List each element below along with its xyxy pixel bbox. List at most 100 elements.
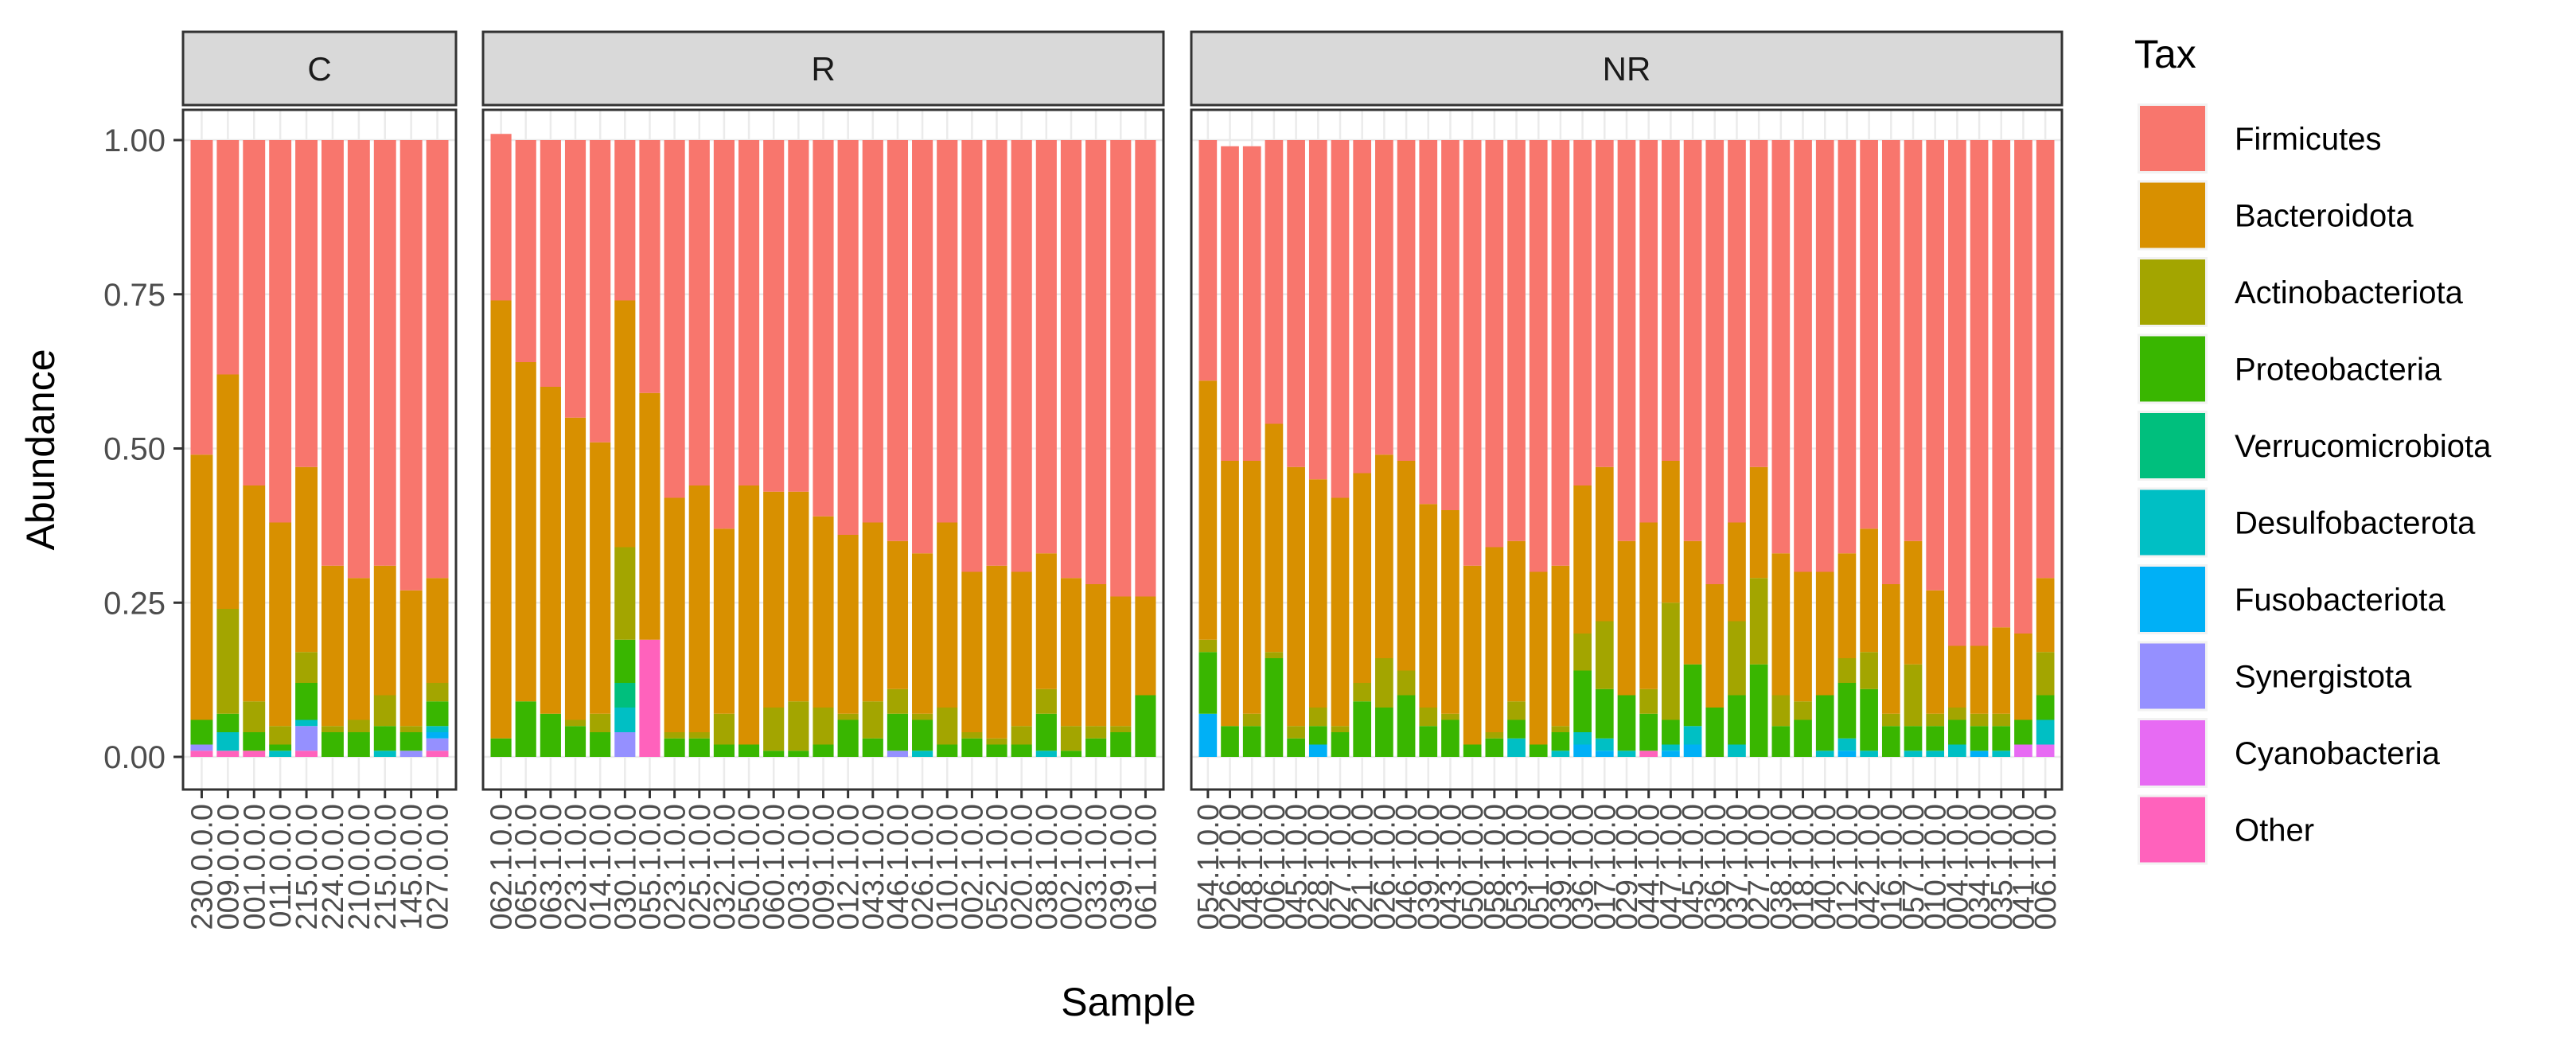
bar-segment-firmicutes <box>1035 140 1057 554</box>
x-tick-label: 063.1.0.0 <box>535 804 568 930</box>
bar-segment-proteobacteria <box>1662 719 1680 745</box>
bar-segment-proteobacteria <box>1375 708 1393 757</box>
bar-segment-bacteroidota <box>1397 461 1416 671</box>
x-tick-label: 215.0.0.0 <box>290 804 324 930</box>
bar-segment-firmicutes <box>1135 140 1156 597</box>
bar-segment-actinobacteriota <box>590 713 611 732</box>
bar-segment-bacteroidota <box>2014 634 2032 720</box>
x-tick-label: 053.1.0.0 <box>1501 804 1534 930</box>
bar-segment-desulfobacterota <box>295 719 318 727</box>
bar-segment-firmicutes <box>1728 140 1746 523</box>
bar-segment-bacteroidota <box>1728 522 1746 622</box>
bar-segment-actinobacteriota <box>243 701 266 732</box>
bar-segment-actinobacteriota <box>1419 708 1438 727</box>
bar-segment-bacteroidota <box>614 300 636 548</box>
bar-segment-desulfobacterota <box>912 751 933 757</box>
bar-segment-actinobacteriota <box>1441 713 1459 720</box>
bar-segment-firmicutes <box>1463 140 1482 566</box>
bar-segment-firmicutes <box>664 140 685 498</box>
x-tick-label: 006.1.0.0 <box>1258 804 1292 930</box>
bar-segment-proteobacteria <box>912 719 933 751</box>
x-tick-label: 065.1.0.0 <box>510 804 544 930</box>
x-tick-label: 020.1.0.0 <box>1006 804 1039 930</box>
bar-segment-firmicutes <box>1441 140 1459 510</box>
bar-segment-bacteroidota <box>1375 454 1393 658</box>
bar-segment-bacteroidota <box>887 540 909 689</box>
bar-segment-firmicutes <box>837 140 859 535</box>
bar-segment-bacteroidota <box>961 571 983 732</box>
bar-segment-actinobacteriota <box>1992 713 2011 727</box>
bar-segment-firmicutes <box>1242 146 1261 461</box>
legend-label: Firmicutes <box>2235 122 2381 157</box>
bar-segment-proteobacteria <box>1904 726 1923 751</box>
bar-segment-firmicutes <box>1085 140 1107 584</box>
bar-segment-firmicutes <box>2014 140 2032 634</box>
bar-segment-bacteroidota <box>1551 565 1570 727</box>
legend-title: Tax <box>2134 32 2196 76</box>
x-tick-label: 045.1.0.0 <box>1677 804 1710 930</box>
bar-segment-proteobacteria <box>1011 744 1032 757</box>
bar-segment-firmicutes <box>322 140 344 566</box>
x-tick-label: 027.1.0.0 <box>1324 804 1358 930</box>
bar-segment-bacteroidota <box>190 454 213 720</box>
legend-label: Proteobacteria <box>2235 353 2442 388</box>
x-tick-label: 050.1.0.0 <box>1456 804 1490 930</box>
bar-segment-actinobacteriota <box>1110 726 1132 732</box>
x-tick-label: 026.1.0.0 <box>1214 804 1248 930</box>
bar-segment-proteobacteria <box>1992 726 2011 751</box>
x-tick-label: 014.1.0.0 <box>584 804 618 930</box>
bar-segment-desulfobacterota <box>1926 751 1945 757</box>
bar-segment-firmicutes <box>540 140 561 387</box>
bar-segment-proteobacteria <box>1242 726 1261 757</box>
bar-segment-firmicutes <box>1926 140 1945 591</box>
bar-segment-proteobacteria <box>986 744 1007 757</box>
bar-segment-bacteroidota <box>1771 553 1791 696</box>
bar-segment-synergistota <box>614 732 636 757</box>
legend-swatch <box>2140 489 2205 556</box>
legend-label: Cyanobacteria <box>2235 736 2441 771</box>
facet-strip <box>181 30 458 107</box>
bar-segment-firmicutes <box>515 140 536 362</box>
bar-segment-firmicutes <box>614 140 636 301</box>
bar-segment-actinobacteriota <box>1375 658 1393 708</box>
bar-segment-bacteroidota <box>1507 540 1526 702</box>
bar-segment-bacteroidota <box>1060 578 1082 727</box>
bar-segment-actinobacteriota <box>688 732 710 739</box>
bar-segment-firmicutes <box>1529 140 1548 572</box>
bar-segment-proteobacteria <box>961 738 983 757</box>
bar-segment-proteobacteria <box>1794 719 1812 757</box>
x-tick-label: 011.0.0.0 <box>264 804 298 928</box>
bar-segment-bacteroidota <box>1639 522 1658 689</box>
bar-segment-proteobacteria <box>1287 738 1305 757</box>
bar-segment-bacteroidota <box>1242 461 1261 714</box>
bar-segment-firmicutes <box>1331 140 1350 498</box>
bar-segment-bacteroidota <box>813 516 834 708</box>
bar-segment-firmicutes <box>937 140 958 523</box>
bar-segment-firmicutes <box>1904 140 1923 541</box>
x-tick-label: 045.1.0.0 <box>1280 804 1314 930</box>
legend-label: Verrucomicrobiota <box>2235 429 2492 464</box>
bar-segment-proteobacteria <box>2014 719 2032 745</box>
bar-segment-bacteroidota <box>1135 596 1156 696</box>
legend-items: Firmicutes Bacteroidota Actinobacteriota Pr… <box>2138 103 2492 865</box>
bar-segment-actinobacteriota <box>426 683 449 702</box>
bar-segment-desulfobacterota <box>1728 744 1746 757</box>
bar-segment-proteobacteria <box>1749 664 1768 757</box>
bar-segment-actinobacteriota <box>788 701 809 751</box>
bar-segment-actinobacteriota <box>912 713 933 720</box>
facet-strip-label: C <box>307 50 331 88</box>
bar-segment-actinobacteriota <box>1331 726 1350 732</box>
x-tick-label: 023.1.0.0 <box>659 804 692 930</box>
legend-item-firmicutes: Firmicutes <box>2138 103 2381 174</box>
legend-label: Desulfobacterota <box>2235 506 2476 541</box>
bar-segment-proteobacteria <box>1529 744 1548 757</box>
x-tick-label: 039.1.0.0 <box>1545 804 1578 930</box>
bar-segment-actinobacteriota <box>1353 683 1372 702</box>
bar-segment-bacteroidota <box>1353 473 1372 683</box>
facet-panel-NR: NR054.1.0.0026.1.0.0048.1.0.0006.1.0.004… <box>1190 30 2064 930</box>
x-tick-label: 145.0.0.0 <box>396 804 429 930</box>
bar-segment-firmicutes <box>1992 140 2011 628</box>
y-tick-label: 0.00 <box>103 740 166 775</box>
bar-segment-actinobacteriota <box>2036 652 2055 696</box>
bar-segment-actinobacteriota <box>1035 688 1057 714</box>
